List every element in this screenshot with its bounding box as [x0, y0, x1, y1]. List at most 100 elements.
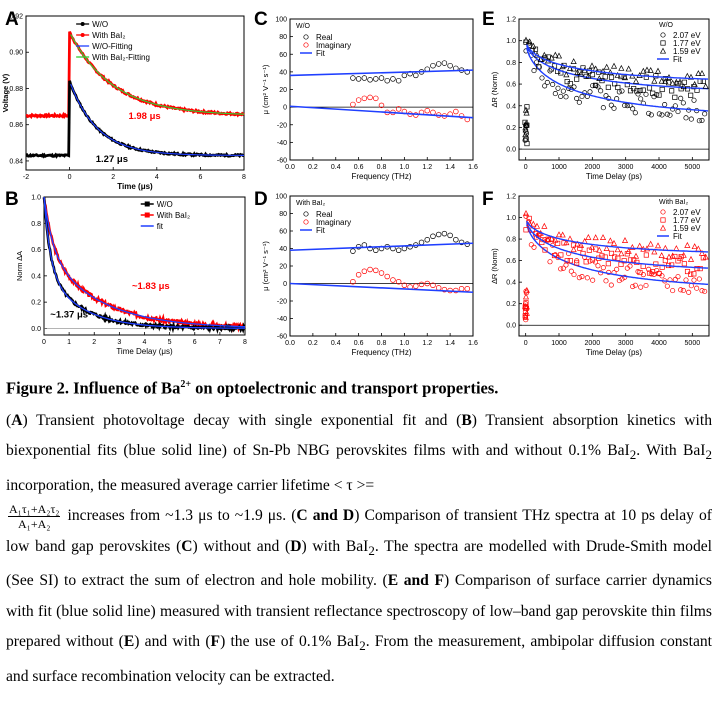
data-point: [355, 76, 362, 82]
data-point: [656, 271, 662, 277]
data-point: [629, 243, 636, 250]
data-point: [672, 103, 678, 109]
data-point: [522, 124, 529, 131]
data-point: [395, 247, 402, 254]
data-point: [654, 67, 662, 74]
y-axis-label: Voltage (V): [1, 73, 10, 112]
data-point: [683, 277, 689, 283]
data-point: [530, 220, 537, 227]
data-point: [636, 242, 643, 249]
y-tick-label: -20: [277, 299, 287, 306]
data-point: [430, 109, 436, 116]
data-point: [696, 276, 702, 282]
x-tick-label: 0.6: [354, 340, 364, 347]
fit-curve: [526, 45, 709, 90]
data-point: [686, 289, 692, 295]
x-tick-label: 8: [242, 174, 246, 181]
data-point: [544, 236, 552, 243]
fit-curve: [526, 220, 708, 253]
data-point: [560, 88, 566, 94]
data-point: [669, 79, 676, 86]
data-point: [650, 269, 656, 275]
data-point: [453, 237, 459, 243]
data-point: [660, 209, 666, 215]
data-point: [598, 88, 604, 94]
data-point: [678, 254, 684, 260]
data-point: [570, 246, 577, 253]
data-point: [615, 84, 621, 91]
data-point: [643, 282, 649, 289]
data-point: [559, 231, 566, 238]
y-tick-label: 60: [279, 229, 287, 236]
data-point: [596, 75, 603, 82]
x-tick-label: 1000: [551, 340, 567, 347]
data-point: [647, 240, 654, 247]
data-point: [614, 266, 620, 272]
annotation-with-bai2: ~1.83 μs: [132, 281, 170, 292]
y-tick-label: 80: [279, 211, 287, 218]
panel-letter: B: [5, 189, 19, 210]
data-point: [688, 283, 694, 289]
data-point: [675, 274, 681, 280]
y-tick-label: -60: [277, 158, 287, 165]
data-point: [559, 63, 566, 70]
data-point: [622, 274, 628, 280]
data-point: [698, 69, 706, 76]
data-point: [651, 271, 657, 277]
data-point: [536, 64, 542, 70]
data-point: [610, 239, 618, 246]
data-point: [697, 266, 703, 272]
data-point: [660, 32, 666, 38]
fit-line: [289, 242, 474, 252]
data-point: [531, 68, 537, 74]
data-point: [672, 253, 678, 260]
data-point: [361, 75, 368, 81]
data-point: [373, 95, 379, 102]
data-point: [659, 112, 665, 118]
data-point: [675, 109, 681, 115]
data-point: [658, 77, 665, 84]
data-point: [676, 254, 684, 261]
data-point: [350, 248, 356, 254]
data-point: [567, 258, 573, 264]
fit-curve: [70, 83, 244, 156]
legend-entry: Imaginary: [316, 41, 351, 50]
data-point: [577, 70, 585, 77]
data-point: [384, 77, 390, 84]
data-point: [630, 106, 636, 112]
plot-frame: [518, 195, 710, 337]
y-tick-label: 40: [279, 69, 287, 76]
data-point: [523, 227, 529, 233]
data-point: [378, 102, 385, 109]
data-point: [570, 58, 577, 64]
data-point: [680, 100, 686, 106]
data-point: [413, 72, 419, 79]
data-point: [670, 288, 676, 294]
data-point: [640, 87, 646, 93]
data-point: [373, 76, 379, 82]
legend-marker: [303, 219, 309, 225]
x-tick-label: 1.0: [400, 164, 410, 171]
x-tick-label: 0.2: [308, 340, 318, 347]
legend-entry: 1.59 eV: [673, 47, 701, 56]
data-point: [571, 272, 577, 278]
data-point: [618, 64, 625, 71]
data-point: [610, 62, 618, 69]
data-point: [695, 70, 702, 76]
data-point: [593, 82, 599, 88]
y-tick-label: 1.0: [506, 38, 516, 45]
x-tick-label: 6: [193, 339, 197, 346]
data-point: [407, 244, 413, 250]
legend-entry: With BaI₂: [157, 211, 190, 220]
y-tick-label: 40: [279, 246, 287, 253]
y-tick-label: -40: [277, 140, 287, 147]
data-point: [680, 83, 687, 90]
x-tick-label: -2: [23, 174, 29, 181]
data-point: [541, 51, 548, 58]
data-point: [662, 77, 669, 84]
data-point: [653, 73, 659, 79]
y-tick-label: 20: [279, 87, 287, 94]
legend-marker: [80, 22, 85, 26]
y-axis-label: Norm ∆A: [15, 251, 24, 281]
x-tick-label: 1.2: [422, 164, 432, 171]
